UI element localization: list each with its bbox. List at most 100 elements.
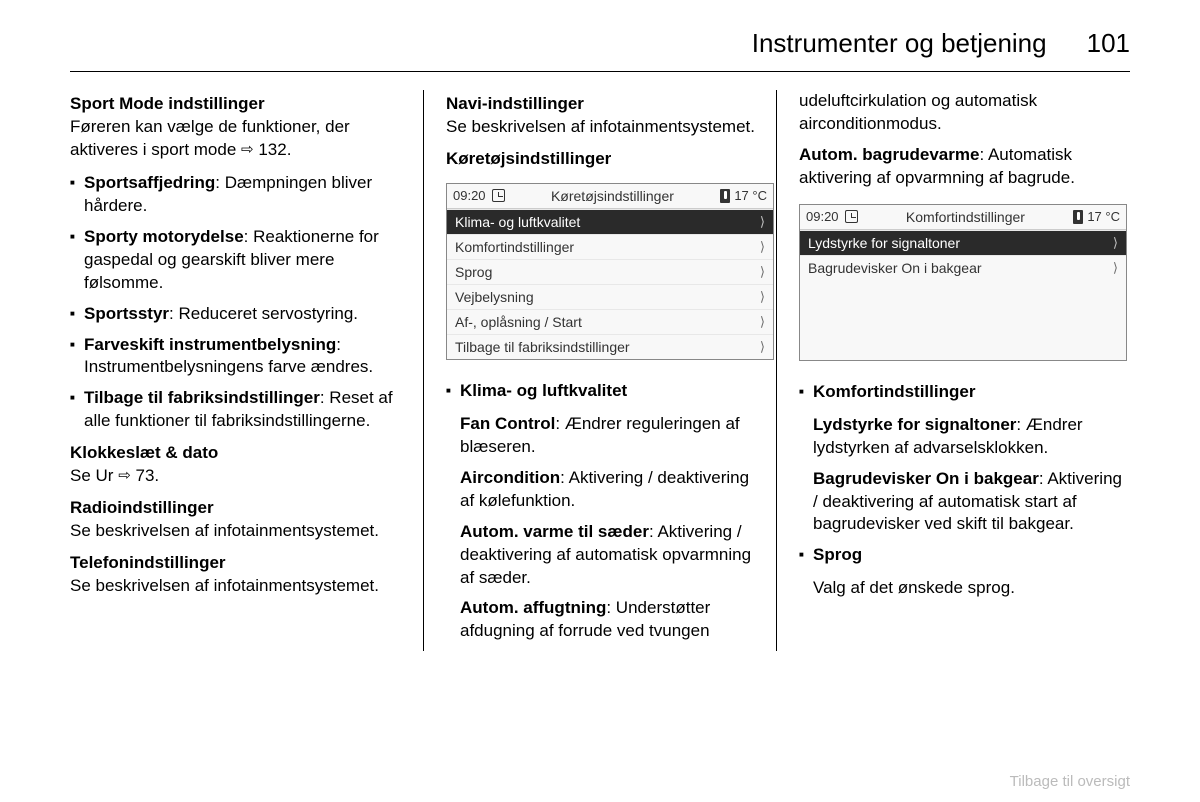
display-item[interactable]: Klima- og luftkvalitet ⟩ [447, 209, 773, 234]
vehicle-display-panel: 09:20 Køretøjsindstillinger 17 °C Klima-… [446, 183, 774, 360]
column-2: Navi-indstillinger Se beskrivelsen af in… [423, 90, 776, 651]
radio-text: Se beskrivelsen af infotainmentsystemet. [70, 520, 413, 543]
display-temp: 17 °C [1087, 209, 1120, 224]
sport-mode-intro-text: Føreren kan vælge de funktioner, der akt… [70, 117, 350, 159]
thermometer-icon [720, 189, 730, 203]
klima-list: Klima- og luftkvalitet [446, 380, 766, 403]
rear-heat: Autom. bagrudevarme: Automatisk aktiveri… [799, 144, 1129, 190]
display-list: Lydstyrke for signaltoner ⟩ Bagrudevisker… [800, 230, 1126, 280]
comfort-list: Komfortindstillinger [799, 381, 1129, 404]
chevron-right-icon: ⟩ [760, 264, 765, 280]
columns: Sport Mode indstillinger Føreren kan væl… [0, 90, 1200, 651]
term: Autom. affugtning [460, 598, 606, 617]
klima-item: Fan Control: Ændrer reguleringen af blæs… [446, 413, 766, 459]
display-item[interactable]: Vejbelysning ⟩ [447, 284, 773, 309]
klima-item: Autom. varme til sæder: Aktivering / dea… [446, 521, 766, 590]
display-title: Køretøjsindstillinger [509, 188, 717, 204]
list-item: Tilbage til fabriksindstillinger: Reset … [70, 387, 413, 433]
cont-text: udeluftcirkulation og automatisk aircond… [799, 90, 1129, 136]
navi-heading: Navi-indstillinger [446, 94, 766, 114]
page-title: Instrumenter og betjening [752, 28, 1047, 59]
clock-text: Se Ur ⇨ 73. [70, 465, 413, 488]
crossref-arrow-icon: ⇨ [118, 466, 131, 486]
list-item: Sporty motorydelse: Reaktionerne for gas… [70, 226, 413, 295]
list-item: Sportsstyr: Reduceret servostyring. [70, 303, 413, 326]
display-list: Klima- og luftkvalitet ⟩ Komfortindstilli… [447, 209, 773, 359]
chevron-right-icon: ⟩ [760, 239, 765, 255]
display-item-label: Tilbage til fabriksindstillinger [455, 339, 630, 355]
display-item[interactable]: Bagrudevisker On i bakgear ⟩ [800, 255, 1126, 280]
chevron-right-icon: ⟩ [760, 289, 765, 305]
chevron-right-icon: ⟩ [1113, 235, 1118, 251]
back-to-overview-link[interactable]: Tilbage til oversigt [1010, 773, 1130, 790]
page-number: 101 [1087, 28, 1130, 59]
term: Lydstyrke for signaltoner [813, 415, 1016, 434]
phone-text: Se beskrivelsen af infotainmentsystemet. [70, 575, 413, 598]
navi-text: Se beskrivelsen af infotainmentsystemet. [446, 116, 766, 139]
term: Farveskift instrumentbelysning [84, 335, 336, 354]
thermometer-icon [1073, 210, 1083, 224]
column-3: udeluftcirkulation og automatisk aircond… [776, 90, 1129, 651]
chevron-right-icon: ⟩ [1113, 260, 1118, 276]
sprog-text: Valg af det ønskede sprog. [799, 577, 1129, 600]
term: Sportsstyr [84, 304, 169, 323]
clock-ref: 73. [136, 466, 160, 485]
display-time: 09:20 [806, 209, 839, 224]
display-item-label: Af-, oplåsning / Start [455, 314, 582, 330]
display-header: 09:20 Køretøjsindstillinger 17 °C [447, 184, 773, 209]
vehicle-heading: Køretøjsindstillinger [446, 149, 766, 169]
comfort-item: Bagrudevisker On i bakgear: Aktivering /… [799, 468, 1129, 537]
crossref-arrow-icon: ⇨ [241, 140, 254, 160]
chevron-right-icon: ⟩ [760, 314, 765, 330]
term: Aircondition [460, 468, 560, 487]
list-item: Komfortindstillinger [799, 381, 1129, 404]
term: Tilbage til fabriksindstillinger [84, 388, 320, 407]
term: Fan Control [460, 414, 555, 433]
sport-mode-list: Sportsaffjedring: Dæmpningen bliver hård… [70, 172, 413, 433]
page-header: Instrumenter og betjening 101 [0, 0, 1200, 71]
display-item[interactable]: Tilbage til fabriksindstillinger⟩ [447, 334, 773, 359]
sport-mode-intro: Føreren kan vælge de funktioner, der akt… [70, 116, 413, 162]
term-text: : Reduceret servostyring. [169, 304, 358, 323]
display-item-label: Lydstyrke for signaltoner [808, 235, 960, 251]
header-rule [70, 71, 1130, 72]
sprog-heading: Sprog [813, 545, 862, 564]
clock-icon [845, 210, 858, 223]
term: Bagrudevisker On i bakgear [813, 469, 1039, 488]
list-item: Sprog [799, 544, 1129, 567]
term: Sporty motorydelse [84, 227, 244, 246]
display-item[interactable]: Af-, oplåsning / Start ⟩ [447, 309, 773, 334]
comfort-item: Lydstyrke for signaltoner: Ændrer lydsty… [799, 414, 1129, 460]
phone-heading: Telefonindstillinger [70, 553, 413, 573]
list-item: Klima- og luftkvalitet [446, 380, 766, 403]
display-item-label: Sprog [455, 264, 492, 280]
clock-text-pre: Se Ur [70, 466, 118, 485]
display-item-label: Vejbelysning [455, 289, 534, 305]
term: Sportsaffjedring [84, 173, 215, 192]
comfort-heading: Komfortindstillinger [813, 382, 975, 401]
klima-item: Aircondition: Aktivering / deaktivering … [446, 467, 766, 513]
klima-heading: Klima- og luftkvalitet [460, 381, 627, 400]
sport-mode-ref: 132. [258, 140, 291, 159]
klima-item: Autom. affugtning: Understøtter afdugnin… [446, 597, 766, 643]
display-item[interactable]: Sprog ⟩ [447, 259, 773, 284]
display-header: 09:20 Komfortindstillinger 17 °C [800, 205, 1126, 230]
display-item-label: Klima- og luftkvalitet [455, 214, 580, 230]
radio-heading: Radioindstillinger [70, 498, 413, 518]
sport-mode-heading: Sport Mode indstillinger [70, 94, 413, 114]
display-title: Komfortindstillinger [862, 209, 1070, 225]
list-item: Farveskift instrumentbelysning: Instrume… [70, 334, 413, 380]
display-item-label: Bagrudevisker On i bakgear [808, 260, 982, 276]
display-item[interactable]: Komfortindstillinger ⟩ [447, 234, 773, 259]
display-item[interactable]: Lydstyrke for signaltoner ⟩ [800, 230, 1126, 255]
term: Autom. bagrudevarme [799, 145, 979, 164]
display-temp: 17 °C [734, 188, 767, 203]
chevron-right-icon: ⟩ [760, 214, 765, 230]
display-time: 09:20 [453, 188, 486, 203]
clock-heading: Klokkeslæt & dato [70, 443, 413, 463]
display-item-label: Komfortindstillinger [455, 239, 574, 255]
comfort-display-panel: 09:20 Komfortindstillinger 17 °C Lydstyr… [799, 204, 1127, 361]
list-item: Sportsaffjedring: Dæmpningen bliver hård… [70, 172, 413, 218]
term: Autom. varme til sæder [460, 522, 649, 541]
column-1: Sport Mode indstillinger Føreren kan væl… [70, 90, 423, 651]
